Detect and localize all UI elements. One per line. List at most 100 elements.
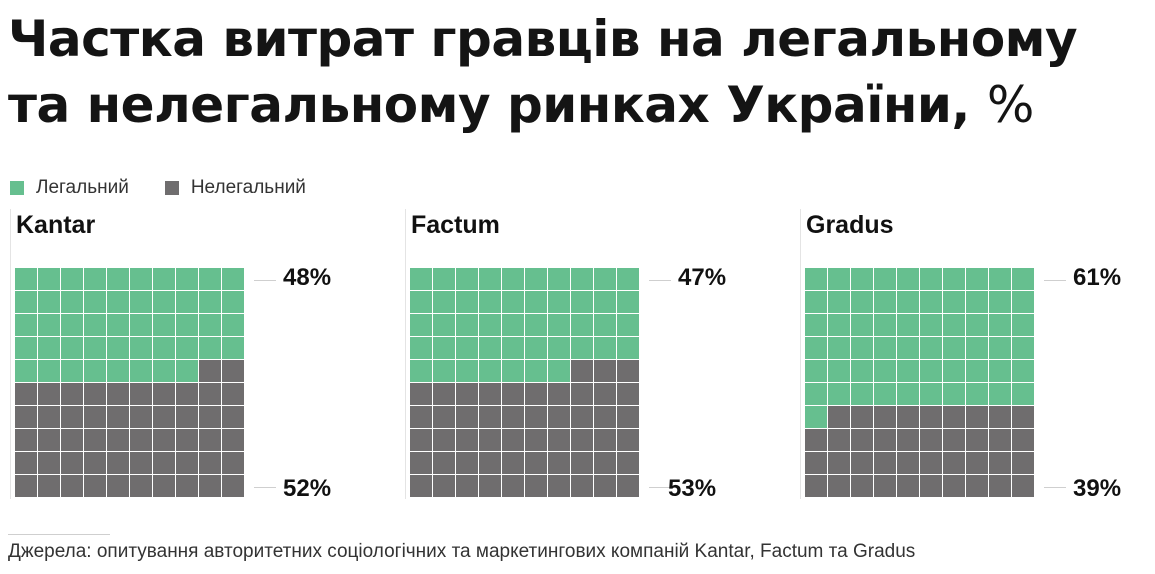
waffle-cell-illegal [410, 452, 432, 474]
waffle-cell-legal [617, 291, 639, 313]
waffle-cell-legal [548, 268, 570, 290]
source-divider [8, 534, 110, 535]
waffle-cell-illegal [61, 406, 83, 428]
waffle-cell-illegal [874, 452, 896, 474]
top-tick [1044, 280, 1066, 281]
waffle-cell-legal [617, 268, 639, 290]
waffle-cell-illegal [38, 383, 60, 405]
waffle-cell-legal [966, 268, 988, 290]
waffle-cell-legal [966, 383, 988, 405]
waffle-cell-illegal [571, 429, 593, 451]
waffle-cell-illegal [571, 406, 593, 428]
waffle-cell-illegal [433, 383, 455, 405]
waffle-cell-legal [525, 291, 547, 313]
waffle-cell-illegal [433, 406, 455, 428]
waffle-cell-illegal [897, 452, 919, 474]
title-unit: % [986, 76, 1035, 134]
waffle-cell-illegal [617, 452, 639, 474]
waffle-cell-illegal [410, 475, 432, 497]
waffle-cell-legal [502, 360, 524, 382]
waffle-cell-illegal [594, 429, 616, 451]
waffle-cell-illegal [176, 429, 198, 451]
waffle-cell-illegal [502, 475, 524, 497]
waffle-cell-legal [15, 268, 37, 290]
waffle-cell-illegal [920, 429, 942, 451]
waffle-cell-legal [828, 383, 850, 405]
waffle-cell-legal [479, 337, 501, 359]
waffle-cell-illegal [966, 475, 988, 497]
waffle-cell-legal [805, 314, 827, 336]
waffle-cell-legal [943, 314, 965, 336]
waffle-cell-illegal [456, 452, 478, 474]
waffle-cell-illegal [176, 383, 198, 405]
legal-percent-label: 47% [678, 264, 727, 291]
waffle-cell-illegal [84, 383, 106, 405]
waffle-cell-legal [920, 383, 942, 405]
waffle-cell-illegal [433, 475, 455, 497]
waffle-cell-illegal [176, 406, 198, 428]
waffle-cell-legal [107, 314, 129, 336]
waffle-cell-legal [943, 360, 965, 382]
waffle-cell-illegal [805, 475, 827, 497]
waffle-cell-legal [851, 314, 873, 336]
waffle-cell-illegal [874, 475, 896, 497]
waffle-grid [15, 268, 246, 499]
waffle-cell-illegal [571, 475, 593, 497]
waffle-cell-illegal [456, 475, 478, 497]
waffle-cell-legal [410, 291, 432, 313]
waffle-cell-illegal [479, 429, 501, 451]
title-line-1: Частка витрат гравців на легальному [8, 10, 1078, 68]
waffle-cell-legal [805, 291, 827, 313]
waffle-cell-legal [433, 268, 455, 290]
waffle-cell-illegal [199, 429, 221, 451]
waffle-cell-legal [84, 360, 106, 382]
waffle-cell-legal [920, 268, 942, 290]
waffle-cell-illegal [594, 383, 616, 405]
waffle-cell-illegal [874, 406, 896, 428]
waffle-cell-illegal [525, 452, 547, 474]
waffle-cell-legal [433, 291, 455, 313]
waffle-cell-legal [130, 291, 152, 313]
waffle-cell-legal [479, 360, 501, 382]
waffle-cell-illegal [594, 360, 616, 382]
waffle-cell-legal [943, 268, 965, 290]
waffle-cell-legal [15, 291, 37, 313]
waffle-cell-legal [989, 383, 1011, 405]
waffle-cell-legal [989, 314, 1011, 336]
waffle-cell-legal [525, 268, 547, 290]
waffle-cell-illegal [107, 406, 129, 428]
waffle-cell-illegal [61, 383, 83, 405]
waffle-cell-illegal [617, 406, 639, 428]
waffle-cell-illegal [15, 383, 37, 405]
waffle-cell-legal [571, 268, 593, 290]
waffle-cell-illegal [130, 452, 152, 474]
waffle-cell-legal [456, 268, 478, 290]
waffle-cell-legal [805, 383, 827, 405]
waffle-cell-illegal [920, 452, 942, 474]
waffle-cell-illegal [828, 429, 850, 451]
waffle-cell-illegal [107, 429, 129, 451]
waffle-cell-illegal [502, 452, 524, 474]
waffle-cell-illegal [989, 406, 1011, 428]
source-note: Джерела: опитування авторитетних соціоло… [8, 541, 916, 562]
waffle-cell-legal [897, 291, 919, 313]
waffle-cell-legal [851, 383, 873, 405]
waffle-cell-legal [989, 268, 1011, 290]
waffle-cell-legal [874, 268, 896, 290]
waffle-cell-illegal [571, 452, 593, 474]
waffle-cell-illegal [943, 429, 965, 451]
waffle-cell-legal [502, 314, 524, 336]
waffle-cell-illegal [617, 360, 639, 382]
waffle-cell-legal [61, 337, 83, 359]
waffle-cell-legal [199, 268, 221, 290]
waffle-cell-illegal [525, 406, 547, 428]
title-line-2: та нелегальному ринках України, % [8, 72, 1148, 138]
waffle-cell-legal [966, 337, 988, 359]
waffle-cell-legal [851, 360, 873, 382]
waffle-cell-legal [874, 337, 896, 359]
waffle-cell-legal [851, 291, 873, 313]
waffle-cell-illegal [851, 452, 873, 474]
waffle-cell-illegal [548, 406, 570, 428]
waffle-cell-legal [548, 291, 570, 313]
waffle-cell-illegal [617, 475, 639, 497]
